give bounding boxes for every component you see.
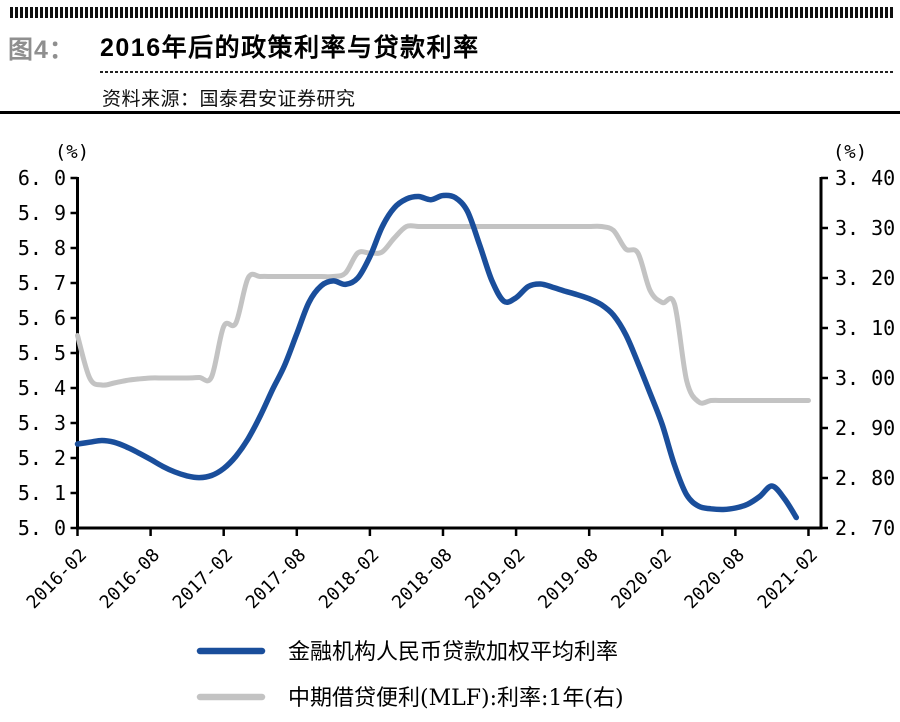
left-axis-tick-label: 5. 6	[18, 306, 66, 330]
right-axis-tick-label: 3. 10	[835, 316, 895, 340]
left-axis-tick-label: 5. 1	[18, 481, 66, 505]
right-axis-tick-label: 3. 20	[835, 266, 895, 290]
left-axis-tick-label: 5. 3	[18, 411, 66, 435]
x-axis-tick-label: 2019-08	[534, 545, 602, 613]
x-axis-tick-label: 2021-02	[754, 545, 822, 613]
left-axis-tick-label: 5. 0	[18, 516, 66, 540]
axis-ticks-group: 6. 0 5. 9 5. 8 5. 7 5. 6 5. 5 5. 4 5. 3 5. 2 5. 1…	[18, 166, 895, 613]
mlf-rate-line	[75, 223, 811, 406]
x-axis-tick-label: 2020-08	[680, 545, 748, 613]
x-axis-tick-label: 2020-02	[607, 545, 675, 613]
figure-number-label: 图4：	[8, 36, 75, 64]
title-dotted-divider	[100, 71, 893, 73]
x-axis-tick-label: 2016-08	[96, 545, 164, 613]
left-axis-tick-label: 6. 0	[18, 166, 66, 190]
series-lines-group	[74, 192, 811, 521]
loan-rate-line	[74, 192, 800, 521]
legend-label-loan-rate: 金融机构人民币贷款加权平均利率	[288, 640, 618, 665]
left-axis-tick-label: 5. 7	[18, 271, 66, 295]
left-axis-tick-label: 5. 4	[18, 376, 66, 400]
right-axis-tick-label: 3. 30	[835, 216, 895, 240]
left-axis-tick-label: 5. 9	[18, 201, 66, 225]
x-axis-tick-label: 2018-08	[388, 545, 456, 613]
left-axis-tick-label: 5. 2	[18, 446, 66, 470]
right-axis-tick-label: 2. 90	[835, 416, 895, 440]
right-axis-tick-label: 3. 40	[835, 166, 895, 190]
left-axis-tick-label: 5. 8	[18, 236, 66, 260]
x-axis-tick-label: 2017-08	[242, 545, 310, 613]
right-axis-unit-label: (%)	[833, 141, 867, 163]
left-axis-unit-label: (%)	[55, 141, 89, 163]
right-axis-tick-label: 2. 70	[835, 516, 895, 540]
right-axis-tick-label: 2. 80	[835, 466, 895, 490]
right-axis-tick-label: 3. 00	[835, 366, 895, 390]
left-axis-tick-label: 5. 5	[18, 341, 66, 365]
header-solid-divider	[0, 111, 900, 114]
legend-label-mlf-rate: 中期借贷便利(MLF):利率:1年(右)	[288, 686, 624, 711]
x-axis-tick-label: 2019-02	[461, 545, 529, 613]
top-dashed-border	[10, 7, 893, 18]
source-note: 资料来源：国泰君安证券研究	[102, 89, 356, 110]
x-axis-tick-label: 2017-02	[169, 545, 237, 613]
x-axis-tick-label: 2016-02	[23, 545, 91, 613]
chart-legend: 金融机构人民币贷款加权平均利率 中期借贷便利(MLF):利率:1年(右)	[196, 640, 624, 711]
page-title: 2016年后的政策利率与贷款利率	[100, 34, 480, 62]
x-axis-tick-label: 2018-02	[315, 545, 383, 613]
